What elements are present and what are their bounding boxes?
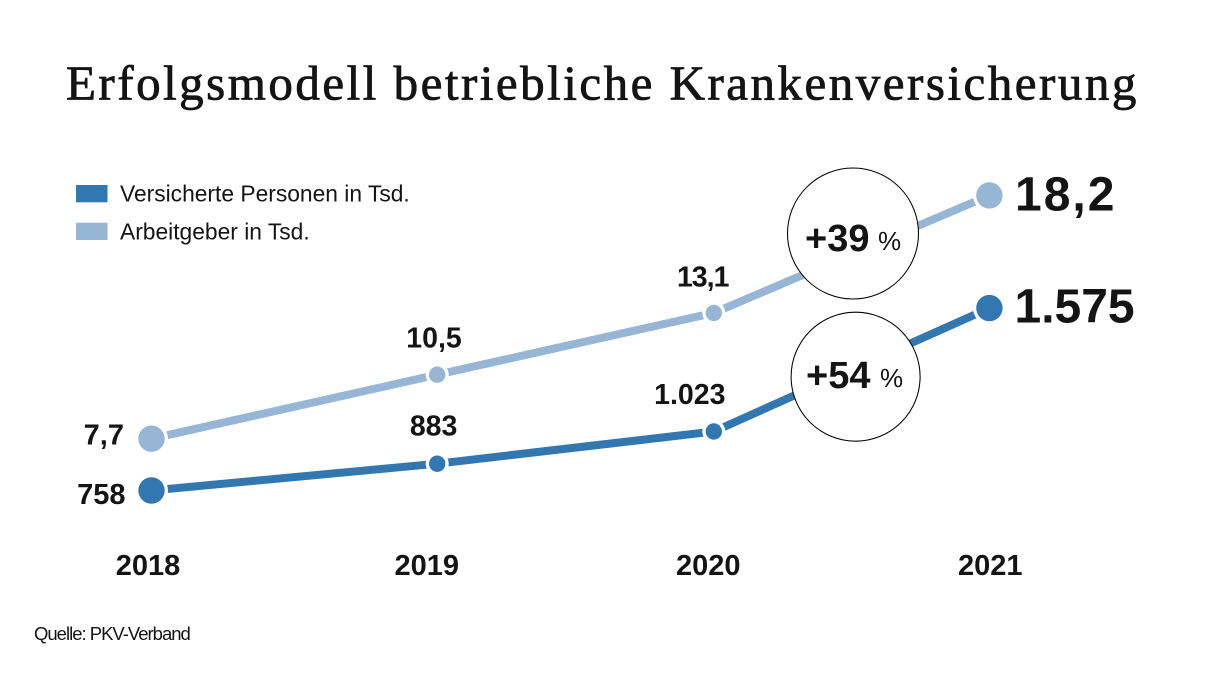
svg-text:1.575: 1.575 xyxy=(1015,280,1135,333)
svg-text:Arbeitgeber in Tsd.: Arbeitgeber in Tsd. xyxy=(120,218,310,244)
svg-text:%: % xyxy=(878,226,901,256)
svg-text:+54: +54 xyxy=(806,355,870,397)
svg-text:2021: 2021 xyxy=(958,550,1023,582)
svg-text:2020: 2020 xyxy=(676,550,741,582)
svg-text:2018: 2018 xyxy=(116,550,181,582)
svg-text:10,5: 10,5 xyxy=(406,323,462,355)
svg-text:+39: +39 xyxy=(805,218,869,260)
svg-text:13,1: 13,1 xyxy=(677,261,730,293)
svg-text:Versicherte Personen in Tsd.: Versicherte Personen in Tsd. xyxy=(120,181,410,207)
svg-text:1.023: 1.023 xyxy=(654,379,725,411)
svg-text:7,7: 7,7 xyxy=(84,419,124,451)
svg-text:%: % xyxy=(880,363,903,393)
svg-text:Quelle: PKV-Verband: Quelle: PKV-Verband xyxy=(34,623,191,644)
svg-text:18,2: 18,2 xyxy=(1015,169,1116,222)
svg-text:883: 883 xyxy=(410,411,458,443)
svg-text:2019: 2019 xyxy=(394,550,459,582)
svg-text:Erfolgsmodell betriebliche Kra: Erfolgsmodell betriebliche Krankenversic… xyxy=(66,55,1139,110)
svg-text:758: 758 xyxy=(77,479,125,511)
